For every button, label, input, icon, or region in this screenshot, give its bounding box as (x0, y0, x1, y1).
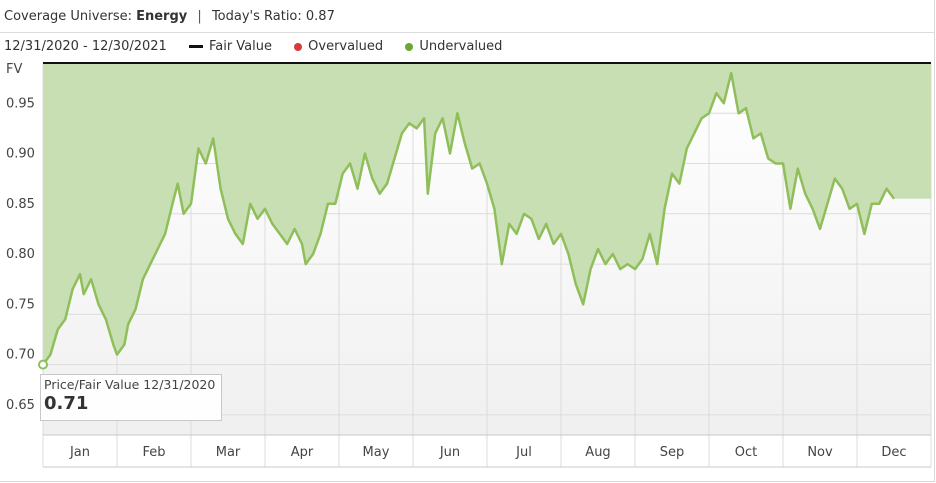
x-tick-label: Oct (735, 445, 757, 460)
x-tick-label: Feb (142, 445, 165, 460)
x-tick-label: Jun (439, 445, 460, 460)
tooltip-value: 0.71 (44, 393, 89, 414)
y-tick-label: FV (6, 62, 22, 77)
y-tick-label: 0.90 (6, 147, 35, 162)
x-tick-label: Aug (585, 445, 610, 460)
y-axis: FV 0.95 0.90 0.85 0.80 0.75 0.70 0.65 (6, 62, 35, 413)
y-tick-label: 0.75 (6, 297, 35, 312)
ratio-text: Today's Ratio: 0.87 (211, 9, 335, 24)
ratio-series-line[interactable] (41, 71, 896, 366)
undervalued-dot-icon (405, 42, 414, 51)
date-range: 12/31/2020 - 12/30/2021 (4, 39, 167, 54)
universe-label: Coverage Universe: (4, 9, 132, 24)
header-separator: | (197, 9, 202, 24)
legend-fair-value-label: Fair Value (208, 39, 272, 54)
x-tick-label: Apr (291, 445, 314, 460)
legend-fair-value[interactable]: Fair Value (188, 34, 272, 60)
tooltip: Price/Fair Value 12/31/2020 0.71 (40, 374, 222, 421)
legend-overvalued-label: Overvalued (308, 39, 384, 54)
tooltip-label: Price/Fair Value 12/31/2020 (44, 377, 216, 392)
legend-undervalued-label: Undervalued (419, 39, 503, 54)
y-tick-label: 0.85 (6, 197, 35, 212)
undervalued-area (43, 63, 931, 365)
y-tick-label: 0.95 (6, 96, 35, 111)
x-tick-label: Mar (216, 445, 241, 460)
x-tick-label: Sep (660, 445, 685, 460)
hover-marker (38, 359, 48, 370)
legend-undervalued[interactable]: Undervalued (405, 34, 502, 60)
universe-value[interactable]: Energy (136, 9, 188, 24)
y-tick-label: 0.65 (6, 398, 35, 413)
x-tick-label: May (363, 445, 390, 460)
x-tick-label: Jan (69, 445, 90, 460)
legend-bar: 12/31/2020 - 12/30/2021 Fair Value Overv… (0, 34, 934, 62)
x-tick-label: Nov (807, 445, 833, 460)
x-axis: Jan Feb Mar Apr May Jun Jul Aug Sep Oct Nov Dec (69, 445, 907, 460)
fair-value-line-icon (188, 45, 203, 48)
legend-overvalued[interactable]: Overvalued (294, 34, 383, 60)
overvalued-dot-icon (294, 42, 303, 51)
y-tick-label: 0.70 (6, 348, 35, 363)
y-tick-label: 0.80 (6, 247, 35, 262)
chart-header: Coverage Universe: Energy | Today's Rati… (0, 0, 934, 33)
x-tick-label: Dec (881, 445, 906, 460)
x-tick-label: Jul (515, 445, 532, 460)
